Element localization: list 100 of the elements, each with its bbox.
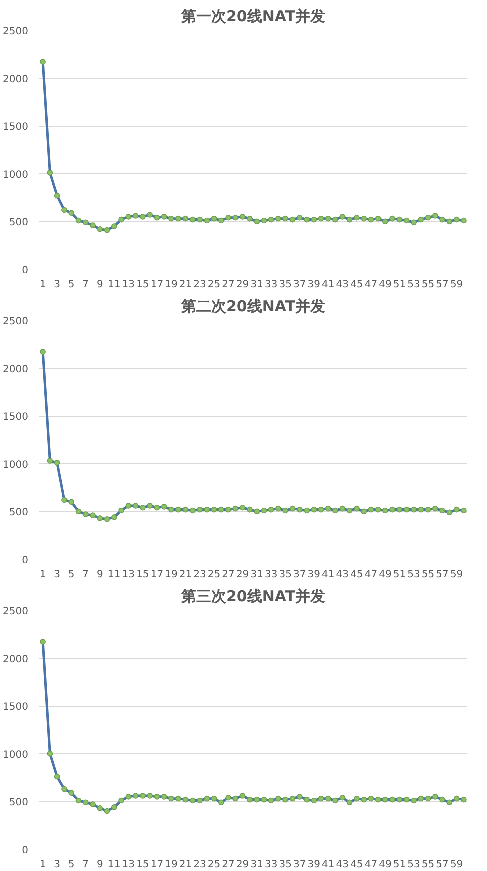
x-tick-label: 17 bbox=[150, 280, 164, 290]
x-tick-label: 31 bbox=[250, 860, 264, 870]
x-tick-label: 21 bbox=[179, 860, 192, 870]
y-tick-label: 2500 bbox=[3, 606, 29, 618]
x-tick-label: 33 bbox=[264, 860, 278, 870]
y-tick-label: 2000 bbox=[3, 74, 29, 86]
y-tick-label: 1000 bbox=[3, 170, 29, 181]
x-tick-label: 47 bbox=[364, 280, 378, 290]
x-tick-label: 33 bbox=[264, 570, 278, 580]
x-tick-label: 47 bbox=[364, 570, 378, 580]
x-tick-label: 27 bbox=[222, 860, 235, 870]
x-tick-label: 49 bbox=[379, 280, 392, 290]
x-tick-label: 43 bbox=[336, 570, 350, 580]
x-tick-label: 55 bbox=[422, 860, 435, 870]
x-tick-label: 9 bbox=[96, 570, 104, 580]
x-tick-label: 45 bbox=[350, 280, 364, 290]
x-tick-label: 1 bbox=[40, 570, 46, 580]
x-tick-label: 57 bbox=[436, 860, 449, 870]
y-tick-label: 0 bbox=[22, 266, 29, 276]
x-tick-label: 51 bbox=[393, 570, 406, 580]
x-tick-label: 3 bbox=[54, 860, 61, 870]
x-tick-label: 37 bbox=[294, 570, 306, 580]
x-tick-label: 15 bbox=[136, 570, 150, 580]
x-tick-label: 17 bbox=[150, 570, 164, 580]
x-tick-label: 57 bbox=[436, 280, 449, 290]
x-tick-label: 43 bbox=[336, 280, 350, 290]
chart-title: 第三次20线NAT并发 bbox=[180, 588, 326, 606]
x-tick-label: 29 bbox=[236, 860, 250, 870]
x-tick-label: 59 bbox=[450, 860, 464, 870]
x-tick-label: 1 bbox=[40, 860, 46, 870]
x-tick-label: 29 bbox=[236, 570, 250, 580]
chart-title: 第二次20线NAT并发 bbox=[180, 298, 326, 316]
chart-title: 第一次20线NAT并发 bbox=[180, 8, 326, 26]
x-tick-label: 3 bbox=[54, 280, 61, 290]
x-tick-label: 33 bbox=[264, 280, 278, 290]
x-tick-label: 13 bbox=[122, 570, 136, 580]
x-tick-label: 55 bbox=[422, 280, 435, 290]
y-tick-label: 1500 bbox=[3, 122, 29, 134]
x-tick-label: 19 bbox=[165, 860, 178, 870]
x-tick-label: 41 bbox=[322, 280, 335, 290]
x-tick-label: 39 bbox=[308, 570, 321, 580]
x-tick-label: 45 bbox=[350, 860, 364, 870]
x-tick-label: 49 bbox=[379, 570, 392, 580]
x-tick-label: 51 bbox=[393, 280, 406, 290]
x-tick-label: 11 bbox=[108, 280, 121, 290]
x-tick-label: 9 bbox=[96, 860, 104, 870]
x-tick-label: 39 bbox=[308, 280, 321, 290]
x-tick-label: 47 bbox=[364, 860, 378, 870]
y-tick-label: 0 bbox=[22, 846, 29, 856]
x-tick-label: 53 bbox=[408, 280, 420, 290]
y-tick-label: 500 bbox=[9, 798, 29, 809]
x-tick-label: 5 bbox=[68, 280, 75, 290]
x-tick-label: 31 bbox=[250, 570, 264, 580]
x-tick-label: 27 bbox=[222, 280, 235, 290]
x-tick-label: 59 bbox=[450, 570, 464, 580]
y-tick-label: 2000 bbox=[3, 364, 29, 376]
x-tick-label: 7 bbox=[82, 570, 90, 580]
y-tick-label: 2500 bbox=[3, 316, 29, 328]
y-tick-label: 1000 bbox=[3, 460, 29, 471]
x-tick-label: 23 bbox=[194, 860, 206, 870]
x-tick-label: 51 bbox=[393, 860, 406, 870]
x-tick-label: 35 bbox=[279, 860, 292, 870]
x-tick-label: 35 bbox=[279, 280, 292, 290]
x-tick-label: 3 bbox=[54, 570, 61, 580]
x-tick-label: 5 bbox=[68, 570, 75, 580]
x-tick-label: 1 bbox=[40, 280, 46, 290]
y-tick-label: 1500 bbox=[3, 702, 29, 714]
x-tick-label: 15 bbox=[136, 280, 150, 290]
x-tick-label: 31 bbox=[250, 280, 264, 290]
x-tick-label: 19 bbox=[165, 570, 178, 580]
x-tick-label: 49 bbox=[379, 860, 392, 870]
x-tick-label: 53 bbox=[408, 860, 420, 870]
x-tick-label: 43 bbox=[336, 860, 350, 870]
x-tick-label: 11 bbox=[108, 860, 121, 870]
x-tick-label: 39 bbox=[308, 860, 321, 870]
x-tick-label: 53 bbox=[408, 570, 420, 580]
x-tick-label: 25 bbox=[208, 860, 221, 870]
x-tick-label: 23 bbox=[194, 570, 206, 580]
x-tick-label: 7 bbox=[82, 280, 90, 290]
x-tick-label: 45 bbox=[350, 570, 364, 580]
x-tick-label: 9 bbox=[96, 280, 104, 290]
x-tick-label: 25 bbox=[208, 280, 221, 290]
x-tick-label: 37 bbox=[294, 860, 306, 870]
x-tick-label: 15 bbox=[136, 860, 150, 870]
x-tick-label: 29 bbox=[236, 280, 250, 290]
y-tick-label: 1500 bbox=[3, 412, 29, 424]
y-tick-label: 500 bbox=[9, 218, 29, 229]
x-tick-label: 25 bbox=[208, 570, 221, 580]
x-tick-label: 23 bbox=[194, 280, 206, 290]
x-tick-label: 41 bbox=[322, 570, 335, 580]
x-tick-label: 59 bbox=[450, 280, 464, 290]
y-tick-label: 0 bbox=[22, 556, 29, 566]
x-tick-label: 7 bbox=[82, 860, 90, 870]
x-tick-label: 11 bbox=[108, 570, 121, 580]
x-tick-label: 5 bbox=[68, 860, 75, 870]
x-tick-label: 55 bbox=[422, 570, 435, 580]
x-tick-label: 13 bbox=[122, 280, 136, 290]
x-tick-label: 19 bbox=[165, 280, 178, 290]
x-tick-label: 35 bbox=[279, 570, 292, 580]
x-tick-label: 57 bbox=[436, 570, 449, 580]
